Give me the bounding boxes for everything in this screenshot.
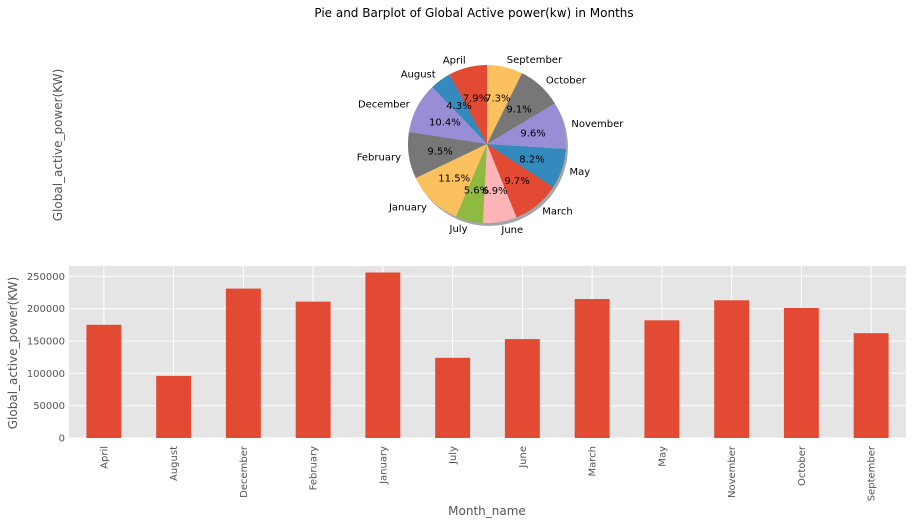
bar-august [156,375,192,438]
pie-label-february: February [357,152,401,163]
pie-label-november: November [571,119,624,130]
bar-february [295,301,331,438]
pie-percent-labels: 7.9%4.3% 10.4% 9.5% 11.5%5.6%6.9%9.7% 8.2% 9.… [427,93,545,197]
pie-percent-april: 7.9% [463,94,488,105]
pie-slice-september [487,65,522,144]
pie-label-january: January [388,202,427,213]
x-tick-label-december: December [239,445,250,498]
x-tick-label-october: October [797,445,808,486]
bar-march [574,299,610,438]
pie-label-july: July [449,224,468,235]
bar-july [435,357,471,438]
pie-percent-november: 9.6% [520,128,545,139]
pie-label-december: December [358,100,411,111]
y-tick-label: 250000 [27,272,65,283]
pie-slice-march [487,144,554,218]
pie-label-april: April [443,55,466,66]
y-tick-label: 100000 [27,369,65,380]
pie-percent-may: 8.2% [519,154,544,165]
pie-percent-march: 9.7% [504,176,529,187]
x-tick-label-january: January [378,446,389,485]
pie-labels: April August December February January July Ju… [357,55,625,236]
pie-slice-october [487,73,555,144]
pie-y-axis-label: Global_active_power(KW) [51,69,65,222]
pie-slice-may [487,144,566,188]
x-tick-labels: April August December February January July Ju… [99,445,877,501]
pie-slices [408,64,566,223]
x-tick-label-july: July [448,446,459,465]
bar-june [504,339,540,438]
pie-slice-july [456,144,487,223]
pie-percent-january: 11.5% [438,174,470,185]
x-tick-label-june: June [518,446,529,469]
x-tick-label-august: August [169,446,180,481]
y-tick-label: 200000 [27,304,65,315]
y-tick-label: 150000 [27,337,65,348]
y-tick-label: 50000 [33,401,65,412]
pie-slice-april [449,64,487,144]
figure-title: Pie and Barplot of Global Active power(k… [314,6,633,20]
x-tick-label-april: April [99,446,110,469]
pie-label-may: May [570,167,591,178]
pie-percent-june: 6.9% [482,186,507,197]
pie-percent-february: 9.5% [427,147,452,158]
y-tick-labels: 0 50000 100000 150000 200000 250000 [27,272,65,445]
pie-label-march: March [542,207,572,218]
pie-percent-august: 4.3% [446,101,471,112]
pie-percent-july: 5.6% [464,186,489,197]
pie-percent-december: 10.4% [429,118,461,129]
x-tick-label-march: March [588,446,599,476]
pie-slice-january [415,144,487,217]
pie-slice-august [432,74,487,144]
y-tick-label: 0 [59,434,65,445]
pie-label-september: September [507,55,563,66]
bar-october [783,308,819,438]
pie-percent-october: 9.1% [506,105,531,116]
pie-percent-september: 7.3% [485,93,510,104]
x-tick-label-may: May [657,446,668,467]
pie-slice-december [408,87,487,144]
bar-chart: 0 50000 100000 150000 200000 250000 April Augu… [6,266,906,518]
bar-x-axis-label: Month_name [448,504,526,518]
pie-label-june: June [500,225,523,236]
x-tick-label-february: February [309,446,320,490]
bar-september [853,333,889,438]
bar-may [644,320,680,438]
bar-y-axis-label: Global_active_power(KW) [6,277,20,430]
pie-chart: Global_active_power(KW) April August Decem… [51,55,624,236]
pie-slice-november [487,103,566,149]
bar-december [225,288,261,438]
bar-november [714,300,750,438]
x-tick-label-november: November [727,445,738,498]
pie-label-october: October [546,76,587,87]
bar-january [365,272,401,438]
bar-plot-background [69,266,906,438]
pie-slice-february [408,132,487,179]
bars [86,272,889,438]
pie-slice-june [483,144,517,223]
pie-label-august: August [401,69,436,80]
bar-april [86,324,122,438]
x-tick-label-september: September [867,445,878,501]
